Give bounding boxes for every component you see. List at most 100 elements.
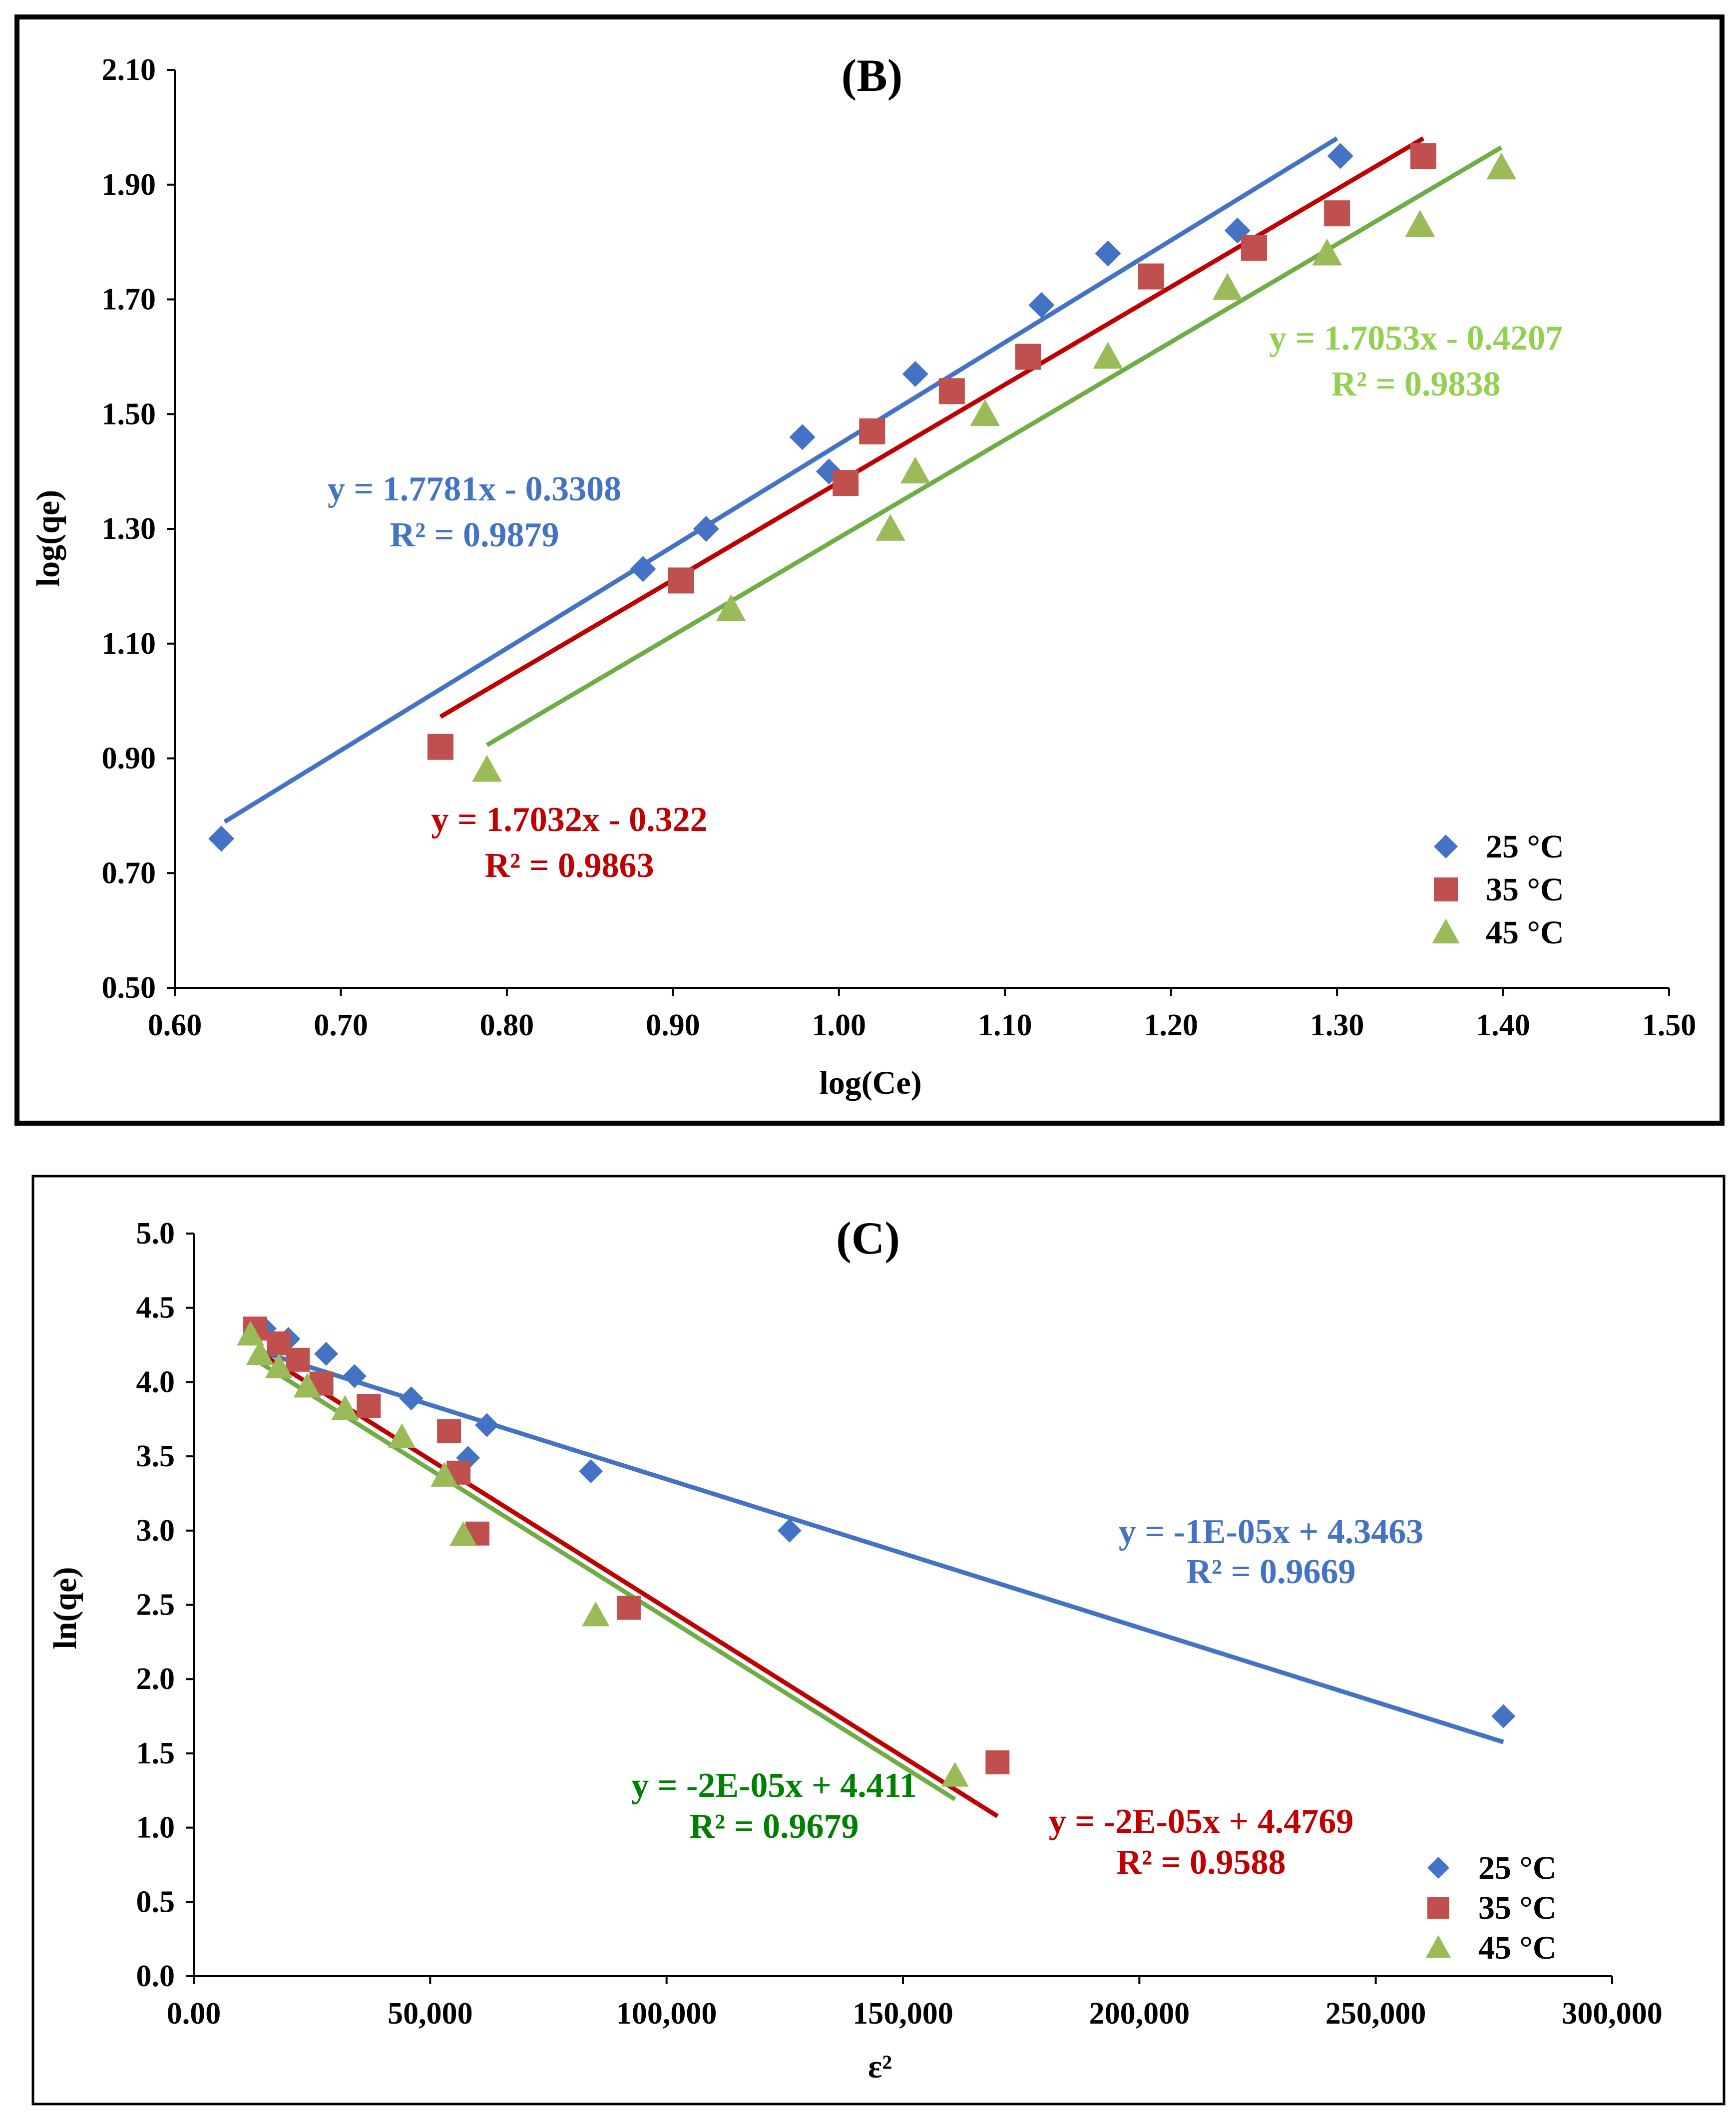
panel-b-y-tick-label: 1.70 bbox=[102, 283, 156, 317]
panel-b-x-tick-label: 0.80 bbox=[480, 1008, 534, 1042]
panel-b-point-series-2 bbox=[833, 470, 859, 496]
panel-c-point-series-1 bbox=[1491, 1704, 1516, 1728]
panel-c-point-series-1 bbox=[579, 1459, 603, 1483]
panel-c-x-tick-label: 300,000 bbox=[1562, 1997, 1663, 2031]
panel-c-trendline-1 bbox=[254, 1347, 1504, 1744]
panel-c-legend-marker-3 bbox=[1425, 1935, 1451, 1958]
panel-b-point-series-1 bbox=[208, 826, 235, 852]
panel-b-point-series-2 bbox=[1324, 200, 1350, 227]
panel-b-point-series-2 bbox=[1138, 263, 1164, 290]
panel-b-eq-35: y = 1.7032x - 0.322 bbox=[431, 801, 707, 839]
panel-b-point-series-3 bbox=[472, 755, 502, 782]
panel-c-y-tick-label: 0.0 bbox=[136, 1959, 175, 1993]
panel-c-point-series-1 bbox=[474, 1413, 499, 1437]
panel-c-x-tick-label: 250,000 bbox=[1325, 1997, 1426, 2031]
panel-c-y-tick-label: 2.0 bbox=[136, 1662, 175, 1696]
panel-b-x-tick-label: 0.90 bbox=[646, 1008, 700, 1042]
panel-c-eq-35: y = -2E-05x + 4.4769 bbox=[1049, 1802, 1354, 1841]
panel-b-x-tick-label: 0.60 bbox=[148, 1008, 202, 1042]
panel-c-legend-label-1: 25 °C bbox=[1478, 1850, 1557, 1886]
panel-b-point-series-2 bbox=[1241, 235, 1267, 261]
panel-c-point-series-3 bbox=[246, 1340, 274, 1365]
panel-c-x-tick-label: 100,000 bbox=[616, 1997, 717, 2031]
panel-b-title: (B) bbox=[842, 50, 903, 101]
panel-b-point-series-2 bbox=[427, 734, 453, 760]
panel-c-legend-marker-1 bbox=[1427, 1857, 1449, 1879]
panel-b-point-series-3 bbox=[1212, 273, 1243, 300]
panel-b-point-series-1 bbox=[1028, 292, 1055, 318]
panel-b-point-series-2 bbox=[1410, 143, 1436, 169]
panel-c-ylabel: ln(qe) bbox=[47, 1567, 83, 1650]
panel-c-y-tick-label: 2.5 bbox=[136, 1588, 175, 1622]
panel-c-r2-35: R² = 0.9588 bbox=[1117, 1843, 1286, 1882]
panel-b-legend-marker-2 bbox=[1434, 877, 1458, 901]
panel-c-point-series-3 bbox=[293, 1372, 321, 1398]
panel-b-eq-45: y = 1.7053x - 0.4207 bbox=[1269, 319, 1563, 358]
panel-b-frame bbox=[14, 14, 1725, 1126]
panel-b-y-tick-label: 1.10 bbox=[102, 627, 156, 661]
panel-c-title: (C) bbox=[836, 1213, 900, 1264]
panel-c-point-series-3 bbox=[388, 1423, 416, 1448]
panel-b-point-series-3 bbox=[900, 456, 930, 484]
panel-c-point-series-2 bbox=[437, 1419, 461, 1443]
panel-b-legend-label-2: 35 °C bbox=[1486, 871, 1564, 908]
panel-c-point-series-2 bbox=[985, 1750, 1010, 1774]
panel-b-point-series-1 bbox=[902, 361, 928, 387]
panel-c-y-tick-label: 5.0 bbox=[136, 1217, 175, 1251]
panel-b-trendline-1 bbox=[223, 136, 1338, 824]
panel-b-point-series-3 bbox=[1405, 210, 1435, 237]
panel-b-legend-marker-3 bbox=[1432, 918, 1460, 944]
panel-c-y-tick-label: 1.0 bbox=[136, 1811, 175, 1845]
panel-c-point-series-3 bbox=[331, 1395, 359, 1420]
panel-c-point-series-1 bbox=[777, 1518, 802, 1543]
panel-b-ylabel: log(qe) bbox=[30, 490, 66, 587]
panel-c-x-tick-label: 200,000 bbox=[1089, 1997, 1190, 2031]
panel-b-point-series-2 bbox=[668, 567, 694, 594]
panel-c-x-tick-label: 150,000 bbox=[853, 1997, 953, 2031]
panel-c-y-tick-label: 3.0 bbox=[136, 1514, 175, 1548]
panel-b-point-series-1 bbox=[1095, 240, 1121, 267]
panel-b-r2-35: R² = 0.9863 bbox=[485, 846, 654, 885]
panel-b-point-series-3 bbox=[1486, 152, 1517, 180]
panel-c-legend-label-3: 45 °C bbox=[1478, 1930, 1557, 1966]
panel-b-x-tick-label: 1.10 bbox=[978, 1008, 1032, 1042]
panel-c-y-tick-label: 3.5 bbox=[136, 1439, 175, 1473]
panel-c-x-tick-label: 50,000 bbox=[388, 1997, 473, 2031]
panel-b-r2-25: R² = 0.9879 bbox=[390, 516, 559, 554]
panel-c-eq-25: y = -1E-05x + 4.3463 bbox=[1119, 1513, 1424, 1551]
panel-b-x-tick-label: 1.30 bbox=[1310, 1008, 1364, 1042]
panel-b-legend-marker-1 bbox=[1434, 835, 1458, 858]
panel-b-point-series-2 bbox=[938, 378, 965, 405]
panel-c-point-series-2 bbox=[357, 1393, 381, 1418]
panel-c-point-series-3 bbox=[237, 1320, 265, 1346]
panel-c-point-series-3 bbox=[265, 1353, 293, 1378]
panel-c-y-tick-label: 0.5 bbox=[136, 1885, 175, 1919]
panel-c-legend-label-2: 35 °C bbox=[1478, 1890, 1557, 1926]
panel-c-point-series-2 bbox=[616, 1596, 641, 1620]
panel-c-point-series-3 bbox=[431, 1462, 458, 1487]
panel-b-x-tick-label: 1.20 bbox=[1144, 1008, 1198, 1042]
panel-b-trendline-2 bbox=[439, 136, 1425, 719]
panel-b-x-tick-label: 1.50 bbox=[1642, 1008, 1697, 1042]
panel-c-xlabel: ε² bbox=[868, 2049, 892, 2085]
panel-b-xlabel: log(Ce) bbox=[819, 1065, 921, 1101]
panel-c-point-series-3 bbox=[941, 1761, 969, 1787]
panel-b-point-series-2 bbox=[859, 418, 885, 444]
panel-b-legend-label-1: 25 °C bbox=[1486, 829, 1564, 865]
panel-c-y-tick-label: 4.0 bbox=[136, 1365, 175, 1399]
panel-c-eq-45: y = -2E-05x + 4.411 bbox=[631, 1766, 917, 1805]
panel-b-point-series-3 bbox=[1093, 342, 1123, 369]
panel-c-frame bbox=[31, 1175, 1726, 2106]
panel-b-point-series-1 bbox=[630, 556, 656, 582]
panel-b-point-series-1 bbox=[693, 516, 719, 542]
panel-b-y-tick-label: 1.90 bbox=[102, 168, 156, 202]
panel-b-legend-label-3: 45 °C bbox=[1486, 914, 1564, 951]
panel-c-y-tick-label: 1.5 bbox=[136, 1736, 175, 1770]
panel-c-point-series-3 bbox=[449, 1521, 477, 1546]
panel-b-point-series-3 bbox=[716, 594, 746, 621]
panel-b-r2-45: R² = 0.9838 bbox=[1331, 365, 1501, 404]
panel-b-point-series-1 bbox=[1327, 143, 1353, 169]
panel-c-point-series-1 bbox=[314, 1341, 339, 1366]
panel-c-point-series-1 bbox=[399, 1386, 424, 1411]
